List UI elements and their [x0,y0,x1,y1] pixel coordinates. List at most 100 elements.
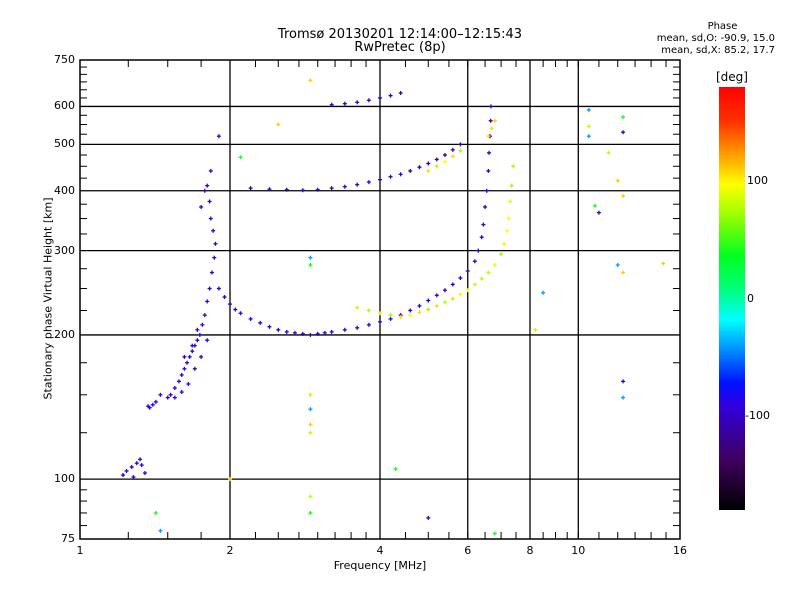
colorbar-tick-label: -100 [745,409,770,422]
data-point [408,168,413,173]
data-point [124,468,129,473]
data-point [205,338,210,343]
data-point [492,531,497,536]
data-point [621,270,626,275]
data-point [158,392,163,397]
data-point [209,270,214,275]
data-point [233,307,238,312]
data-point [509,183,514,188]
data-point [153,510,158,515]
data-point [147,405,152,410]
x-tick-label: 8 [526,544,534,557]
data-point [506,216,511,221]
data-point [190,343,195,348]
data-point [195,338,200,343]
data-point [168,392,173,397]
data-point [388,93,393,98]
data-point [621,115,626,120]
data-point [267,324,272,329]
data-point [355,305,360,310]
data-point [182,354,187,359]
data-point [197,332,202,337]
y-tick-label: 75 [61,532,75,545]
data-point [426,168,431,173]
x-tick-label: 16 [673,544,687,557]
data-point [179,390,184,395]
data-point [158,528,163,533]
data-point [238,311,243,316]
data-point [205,183,210,188]
colorbar-tick-label: 100 [747,174,768,187]
data-point [434,293,439,298]
data-point [472,259,477,264]
data-point [472,282,477,287]
data-point [442,300,447,305]
data-point [621,395,626,400]
data-point [488,104,493,109]
data-point [489,126,494,131]
data-point [186,381,191,386]
y-tick-label: 750 [54,53,75,66]
data-point [142,471,147,476]
data-point [442,159,447,164]
data-point [267,187,272,192]
data-point [378,319,382,324]
data-point [426,161,431,166]
data-point [308,510,313,515]
data-point [434,303,439,308]
data-point [195,327,200,332]
data-point [131,475,136,480]
data-point [284,329,289,334]
data-point [248,316,253,321]
data-point [308,407,313,412]
data-point [450,147,455,152]
data-point [216,134,221,139]
data-point [476,248,481,253]
chart-title: Tromsø 20130201 12:14:00–12:15:43 [277,27,523,42]
data-point [487,150,492,155]
y-tick-label: 600 [54,99,75,113]
data-point [484,188,489,193]
data-point [378,95,382,100]
data-point [165,395,170,400]
data-point [308,494,313,499]
data-point [492,262,497,267]
data-point [481,222,486,227]
data-point [208,168,213,173]
y-tick-label: 100 [54,472,75,486]
data-point [329,329,334,334]
data-point [308,422,313,427]
data-point [129,465,134,470]
data-point [202,188,207,193]
data-point [388,316,393,321]
data-point [138,457,143,462]
data-point [378,177,382,182]
data-point [442,288,447,293]
data-point [172,385,177,390]
data-point [458,148,463,153]
data-point [212,255,217,260]
data-point [486,270,491,275]
data-point [458,142,463,147]
y-tick-label: 200 [54,327,75,341]
data-point [393,467,398,472]
x-axis-title: Frequency [MHz] [333,559,427,572]
data-point [179,372,184,377]
data-point [442,153,447,158]
data-point [483,204,488,209]
data-point [355,100,360,105]
data-point [190,349,195,354]
data-point [366,98,371,103]
y-tick-label: 500 [54,137,75,151]
data-point [499,252,504,257]
data-point [488,118,493,123]
data-point [329,102,334,107]
data-point [621,194,626,199]
data-point [182,366,187,371]
data-point [398,315,403,320]
x-tick-label: 4 [376,544,384,557]
data-point [355,325,360,330]
data-point [426,515,431,520]
data-point [434,157,439,162]
data-point [417,310,422,315]
